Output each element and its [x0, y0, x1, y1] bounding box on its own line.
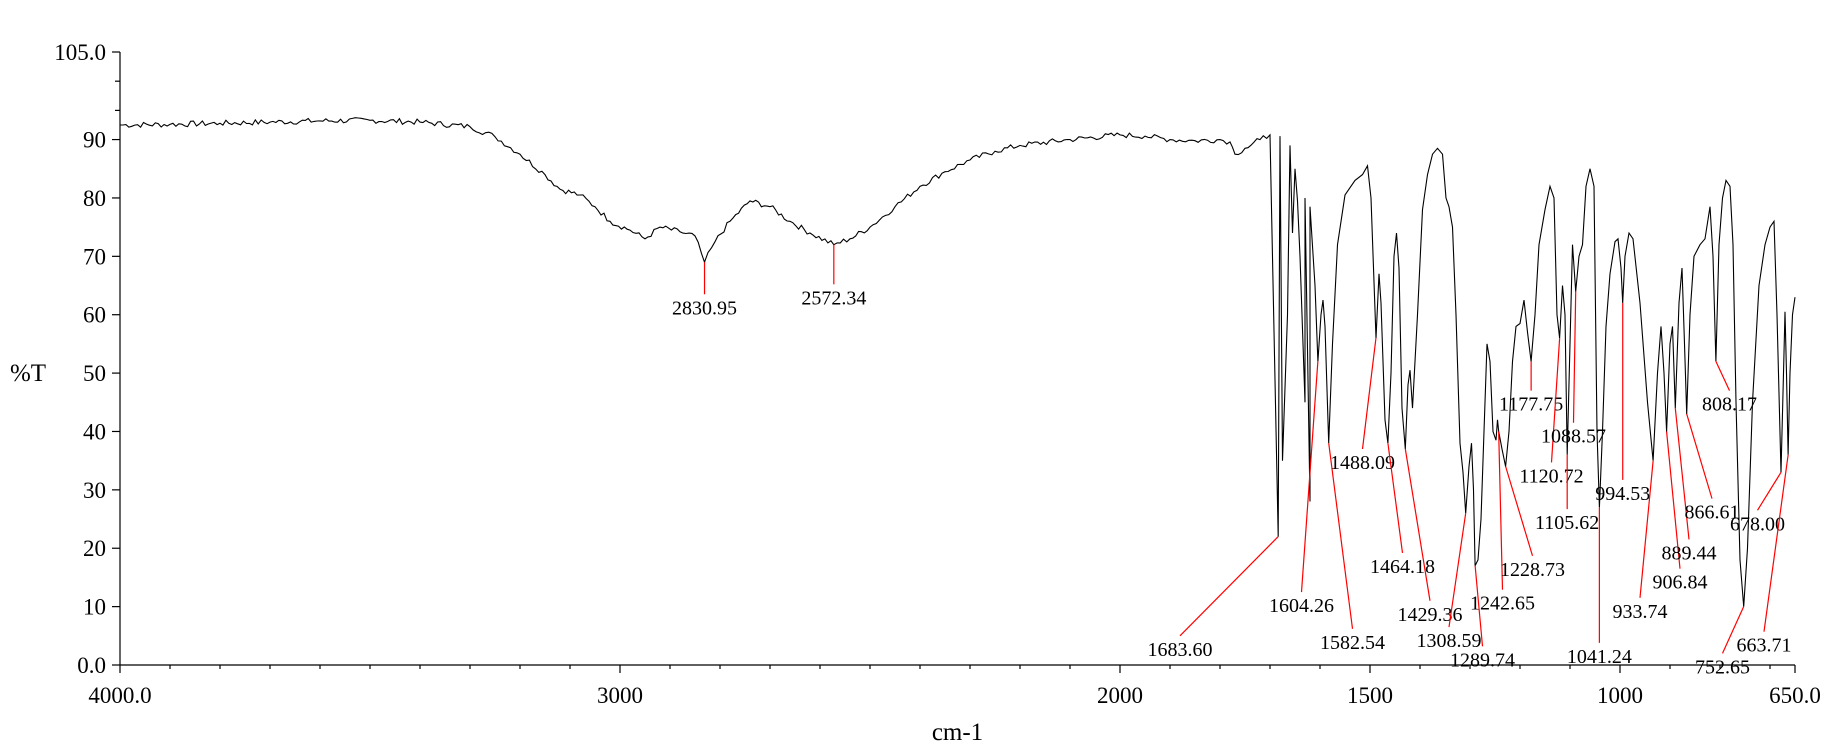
y-tick-label: 30: [83, 478, 106, 503]
peak-label: 752.65: [1695, 656, 1750, 678]
x-tick-label: 3000: [597, 683, 643, 708]
y-tick-label: 50: [83, 361, 106, 386]
peak-annotation: 1289.74: [1450, 565, 1515, 671]
peak-annotation: 1683.60: [1148, 536, 1279, 661]
y-tick-label: 80: [83, 186, 106, 211]
peak-annotation: 1228.73: [1500, 466, 1565, 581]
peak-annotation: 1464.18: [1370, 443, 1435, 578]
y-tick-label: 105.0: [54, 40, 106, 65]
peak-annotation: 866.61: [1685, 413, 1740, 524]
peak-label: 1582.54: [1320, 632, 1385, 654]
peak-leader-line: [1361, 337, 1377, 450]
peak-annotation: 906.84: [1653, 431, 1708, 594]
peak-leader-line: [1387, 443, 1404, 553]
peak-annotation: 663.71: [1737, 454, 1792, 657]
x-axis-title: cm-1: [932, 719, 983, 746]
peak-label: 678.00: [1730, 513, 1785, 535]
peak-annotation: 2572.34: [801, 244, 866, 309]
peak-label: 1308.59: [1417, 630, 1482, 652]
peak-leader-line: [1665, 431, 1681, 569]
peak-label: 2572.34: [801, 287, 866, 309]
peak-annotation: 1242.65: [1470, 431, 1535, 615]
peak-leader-line: [1474, 565, 1484, 647]
peak-annotation: 1604.26: [1269, 361, 1334, 617]
x-tick-label: 1000: [1597, 683, 1643, 708]
peak-label: 663.71: [1737, 635, 1792, 657]
peak-label: 808.17: [1702, 394, 1757, 416]
peak-leader-line: [1756, 472, 1782, 511]
y-axis-title: %T: [10, 360, 46, 387]
peak-leader-line: [1300, 361, 1319, 593]
peak-label: 1088.57: [1541, 426, 1606, 448]
peak-label: 1177.75: [1499, 394, 1563, 416]
peak-annotation: 1582.54: [1320, 443, 1385, 654]
peak-leader-line: [1763, 454, 1789, 632]
peak-label: 1228.73: [1500, 559, 1565, 581]
peak-annotations: 2830.95 2572.34 1683.60 1604.26 1582.54 1488.…: [672, 244, 1792, 678]
peak-annotation: 889.44: [1662, 408, 1717, 564]
x-tick-label: 1500: [1347, 683, 1393, 708]
peak-leader-line: [1179, 536, 1279, 637]
peak-leader-line: [1550, 338, 1561, 463]
peak-label: 994.53: [1595, 483, 1650, 505]
peak-label: 1242.65: [1470, 593, 1535, 615]
y-tick-label: 10: [83, 595, 106, 620]
y-tick-label: 90: [83, 128, 106, 153]
peak-annotation: 752.65: [1695, 606, 1750, 678]
peak-leader-line: [1505, 466, 1534, 557]
peak-label: 1429.36: [1398, 604, 1463, 626]
y-tick-label: 0.0: [77, 653, 106, 678]
x-tick-label: 650.0: [1769, 683, 1821, 708]
peak-annotation: 2830.95: [672, 262, 737, 319]
peak-label: 1120.72: [1519, 465, 1583, 487]
peak-annotation: 678.00: [1730, 472, 1785, 535]
peak-label: 1604.26: [1269, 595, 1334, 617]
peak-label: 933.74: [1613, 601, 1668, 623]
y-tick-label: 20: [83, 536, 106, 561]
peak-label: 2830.95: [672, 297, 737, 319]
peak-leader-line: [1721, 606, 1745, 654]
peak-leader-line: [1686, 413, 1713, 499]
peak-leader-line: [1572, 291, 1577, 423]
peak-annotation: 1488.09: [1330, 337, 1395, 474]
peak-label: 906.84: [1653, 572, 1708, 594]
peak-annotation: 994.53: [1595, 303, 1650, 505]
peak-leader-line: [1674, 408, 1690, 540]
x-tick-label: 2000: [1097, 683, 1143, 708]
peak-annotation: 1429.36: [1398, 448, 1463, 626]
peak-label: 1683.60: [1148, 639, 1213, 661]
peak-leader-line: [1715, 361, 1731, 391]
peak-leader-line: [1498, 431, 1504, 590]
y-tick-label: 40: [83, 419, 106, 444]
peak-leader-line: [1328, 443, 1354, 629]
peak-annotation: 1105.62: [1535, 454, 1599, 534]
x-tick-label: 4000.0: [88, 683, 151, 708]
x-axis-ticks: 4000.0 3000 2000 1500 1000 650.0: [88, 665, 1821, 708]
y-axis-ticks: 0.0 10 20 30 40 50 60 70 80 90 105.0: [54, 40, 120, 678]
peak-annotation: 933.74: [1613, 460, 1668, 623]
peak-annotation: 1088.57: [1541, 291, 1606, 448]
peak-annotation: 1041.24: [1567, 507, 1632, 668]
peak-annotation: 1177.75: [1499, 361, 1563, 416]
peak-label: 889.44: [1662, 542, 1717, 564]
peak-leader-line: [1639, 460, 1654, 598]
peak-annotation: 1308.59: [1417, 513, 1482, 652]
spectrum-series-line: [120, 117, 1796, 607]
y-tick-label: 70: [83, 244, 106, 269]
peak-label: 1464.18: [1370, 556, 1435, 578]
peak-leader-line: [1448, 513, 1467, 628]
peak-leader-line: [1404, 448, 1431, 601]
peak-label: 1488.09: [1330, 452, 1395, 474]
peak-annotation: 808.17: [1702, 361, 1757, 416]
peak-label: 1105.62: [1535, 512, 1599, 534]
peak-label: 1289.74: [1450, 649, 1515, 671]
peak-label: 1041.24: [1567, 646, 1632, 668]
axes: [119, 52, 1795, 666]
y-tick-label: 60: [83, 303, 106, 328]
peak-label: 866.61: [1685, 502, 1740, 524]
